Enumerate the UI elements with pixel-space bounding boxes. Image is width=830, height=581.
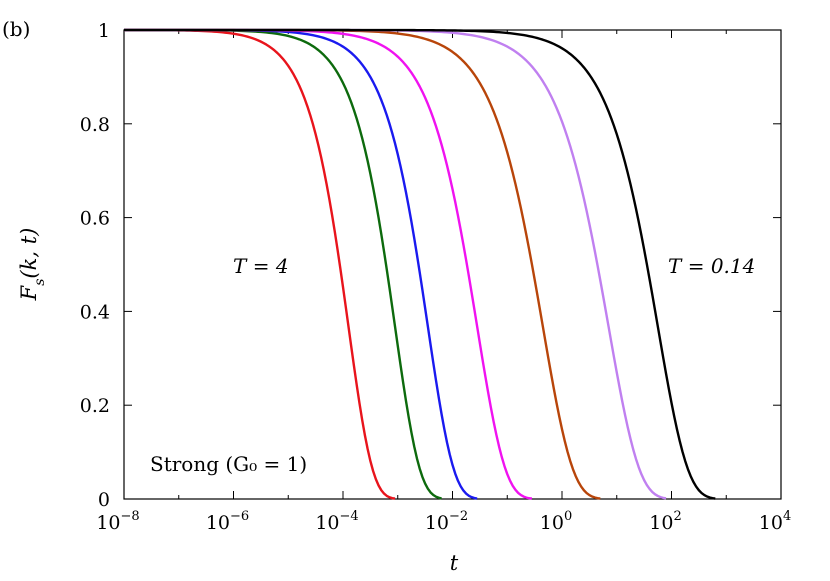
y-axis-label: Fs(k, t) [17, 228, 48, 302]
y-tick-label: 0.2 [80, 395, 110, 417]
annotation-low-t: T = 0.14 [668, 254, 755, 278]
svg-text:Fs(k, t): Fs(k, t) [17, 228, 48, 302]
annotation-high-t: T = 4 [233, 254, 289, 278]
x-tick-label: 104 [759, 509, 791, 534]
series-line-5 [124, 28, 601, 500]
x-axis: 10−8 10−6 10−4 10−2 100 102 104 [96, 30, 791, 534]
x-tick-label: 10−4 [315, 509, 358, 534]
y-tick-label: 0.4 [80, 301, 110, 323]
y-tick-label: 0.8 [80, 114, 110, 136]
annotation-strong: Strong (G₀ = 1) [150, 452, 307, 476]
x-axis-label: t [450, 551, 459, 575]
panel-label: (b) [2, 17, 30, 41]
series-line-3 [124, 28, 478, 500]
y-axis: 0 0.2 0.4 0.6 0.8 1 [80, 20, 781, 511]
y-tick-label: 1 [98, 20, 110, 42]
series-line-7 [124, 28, 716, 500]
series-line-4 [124, 28, 533, 500]
x-tick-label: 100 [540, 509, 572, 534]
y-tick-label: 0 [98, 489, 110, 511]
y-tick-label: 0.6 [80, 208, 110, 230]
series-line-6 [124, 28, 667, 500]
series-group [124, 28, 716, 500]
x-tick-label: 10−2 [425, 509, 468, 534]
x-tick-label: 10−6 [206, 509, 249, 534]
x-tick-label: 102 [649, 509, 681, 534]
x-tick-label: 10−8 [96, 509, 139, 534]
